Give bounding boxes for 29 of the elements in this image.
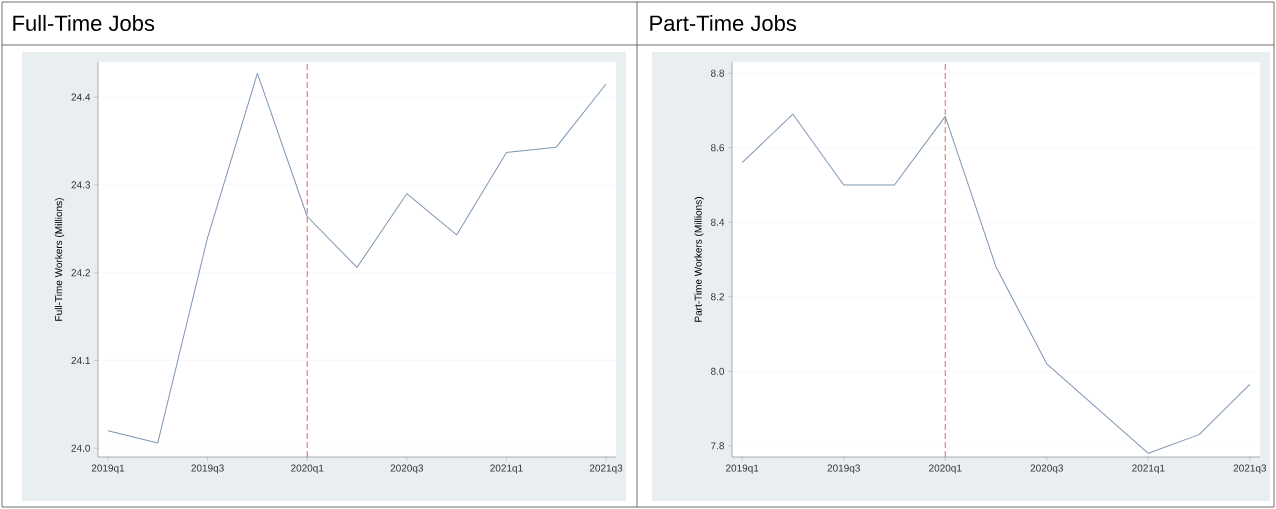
y-tick-label: 8.6	[711, 144, 725, 152]
y-tick-label: 24.0	[71, 444, 91, 452]
x-tick-label: 2020q1	[291, 464, 324, 474]
y-tick-label: 8.4	[711, 218, 725, 226]
y-tick-label: 8.2	[711, 293, 724, 301]
y-tick-label: 24.4	[71, 93, 91, 101]
y-tick-label: 8.8	[711, 69, 725, 77]
x-tick-label: 2019q3	[191, 464, 224, 474]
x-tick-label: 2021q1	[490, 464, 523, 474]
y-tick-label: 7.8	[711, 442, 725, 450]
y-axis-title: Full-Time Workers (Millions)	[54, 198, 65, 321]
x-tick-label: 2021q3	[589, 464, 623, 474]
x-tick-label: 2021q1	[1132, 464, 1165, 474]
x-tick-label: 2020q3	[1030, 464, 1064, 474]
x-tick-label: 2020q1	[929, 464, 962, 474]
y-axis-title: Part-Time Workers (Millions)	[694, 197, 704, 322]
y-tick-label: 24.1	[71, 356, 90, 364]
y-tick-label: 24.3	[71, 181, 91, 189]
x-tick-label: 2019q1	[725, 464, 759, 474]
x-tick-label: 2020q3	[390, 464, 424, 474]
y-tick-label: 8.0	[711, 367, 725, 375]
chart-title: Part-Time Jobs	[650, 14, 797, 32]
line-series	[741, 113, 1251, 454]
x-tick-label: 2021q3	[1233, 464, 1267, 474]
y-tick-label: 24.2	[71, 269, 90, 277]
x-tick-label: 2019q3	[827, 464, 860, 474]
chart-title: Full-Time Jobs	[13, 14, 155, 32]
line-series	[107, 72, 607, 444]
x-tick-label: 2019q1	[91, 464, 125, 474]
